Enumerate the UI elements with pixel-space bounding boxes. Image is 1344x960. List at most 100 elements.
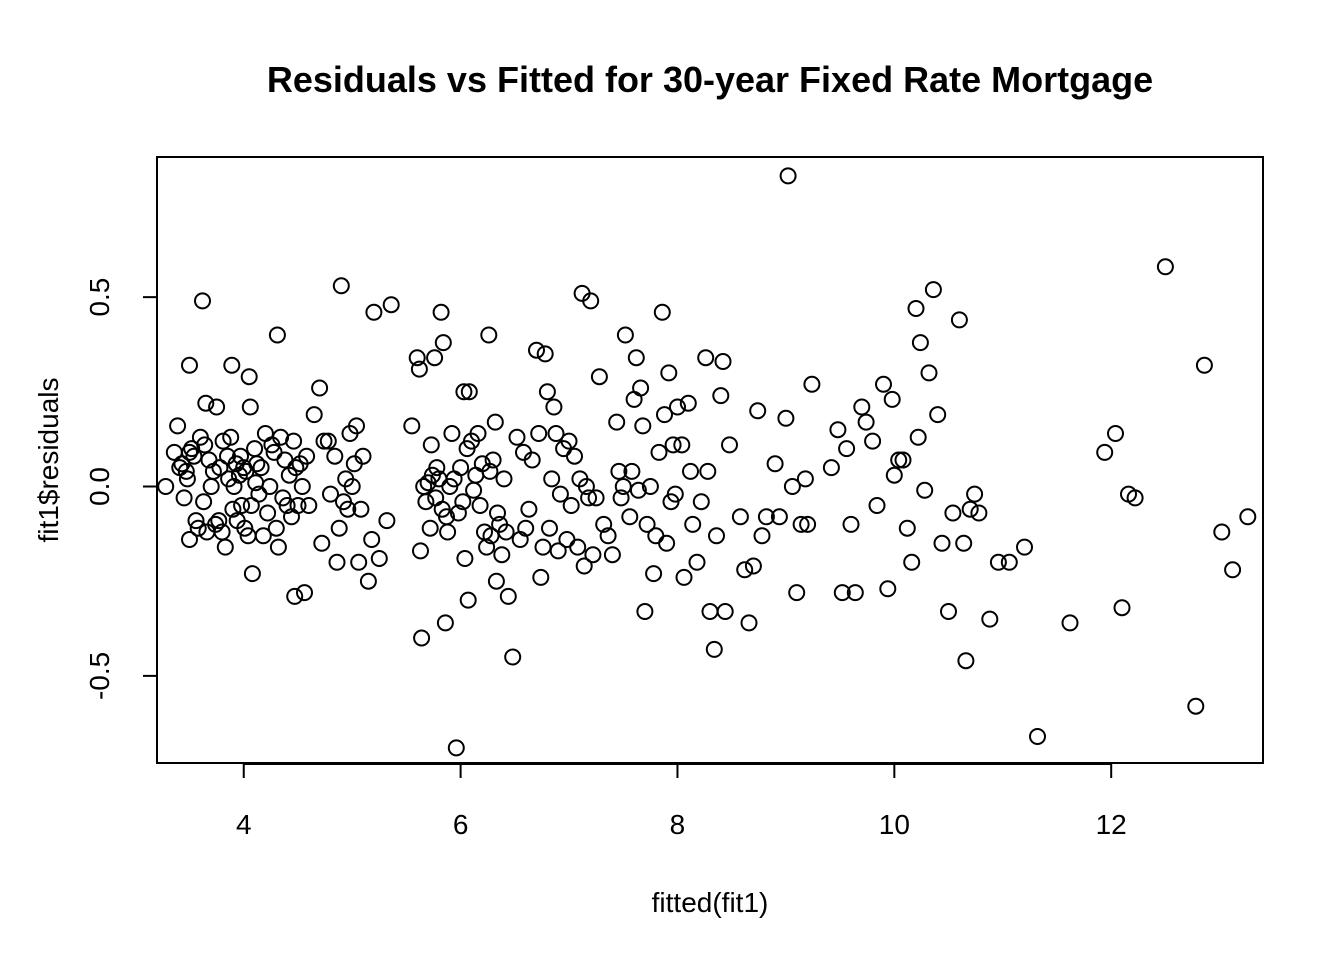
data-point [966, 485, 984, 503]
data-point [339, 500, 357, 518]
data-point [777, 409, 795, 427]
data-point [714, 353, 732, 370]
data-point [599, 527, 617, 545]
data-point [370, 550, 388, 567]
data-point [944, 504, 962, 522]
data-point [692, 493, 710, 511]
data-point [679, 394, 697, 412]
data-point [955, 534, 973, 552]
data-point [933, 534, 951, 552]
data-point [410, 360, 428, 378]
y-tick-label: -0.5 [84, 652, 115, 700]
data-point [708, 527, 725, 545]
data-point [456, 550, 474, 567]
data-point [426, 349, 444, 367]
x-axis-label: fitted(fit1) [652, 887, 769, 918]
data-point [721, 436, 738, 454]
data-point [627, 349, 645, 367]
data-point [452, 459, 470, 477]
data-point [629, 481, 647, 499]
data-point [1239, 508, 1257, 526]
data-point [181, 531, 198, 548]
data-point [658, 534, 676, 552]
data-point [560, 432, 578, 450]
data-point [770, 508, 788, 526]
data-point [705, 640, 723, 658]
data-point [197, 394, 215, 412]
data-point [233, 497, 251, 514]
x-tick-label: 8 [670, 809, 686, 840]
data-point [575, 557, 593, 575]
data-point [541, 519, 558, 537]
data-point [520, 500, 538, 518]
data-point [343, 478, 361, 495]
data-point [536, 345, 554, 363]
data-point [907, 300, 925, 317]
data-point [697, 349, 715, 367]
data-point [300, 497, 318, 514]
data-point [293, 478, 311, 495]
data-point [587, 489, 605, 507]
data-point [636, 603, 654, 620]
data-point [582, 292, 600, 310]
data-point [608, 413, 626, 431]
data-point [1096, 443, 1114, 461]
data-point [202, 478, 220, 495]
data-point [549, 542, 567, 560]
data-point [1213, 523, 1231, 541]
data-point [469, 425, 487, 442]
data-point [1113, 599, 1131, 617]
data-point [961, 500, 979, 518]
data-point [1156, 258, 1174, 276]
x-axis: 4 6 8 10 12 [236, 763, 1127, 840]
data-point [454, 493, 472, 511]
data-point [803, 375, 821, 393]
data-point [305, 406, 323, 424]
data-point [699, 462, 717, 480]
data-point [981, 610, 999, 628]
data-point [363, 531, 381, 548]
data-point [558, 531, 576, 548]
data-point [970, 504, 988, 522]
data-point [460, 383, 478, 401]
data-point [595, 515, 613, 533]
data-point [1000, 553, 1018, 571]
data-point [669, 398, 686, 416]
data-point [675, 568, 693, 586]
data-point [443, 425, 461, 442]
data-point [354, 447, 372, 465]
data-point [625, 390, 643, 408]
data-point [580, 489, 598, 507]
data-point [638, 515, 656, 533]
data-point [243, 565, 261, 583]
data-point [246, 440, 264, 458]
data-point [232, 447, 249, 465]
data-point [447, 739, 465, 757]
data-point [422, 436, 440, 454]
data-point [330, 519, 348, 537]
data-point [412, 542, 429, 560]
data-point [530, 425, 548, 442]
data-point [829, 421, 847, 439]
data-point [434, 334, 452, 352]
data-point [736, 561, 754, 579]
data-point [408, 349, 426, 367]
data-point [833, 584, 851, 602]
data-point [481, 462, 499, 480]
data-point [223, 356, 241, 374]
data-point [538, 383, 556, 401]
data-point [682, 462, 699, 480]
data-point [261, 478, 279, 495]
data-point [551, 485, 569, 503]
data-point [701, 603, 719, 620]
data-point [359, 572, 377, 590]
data-point [241, 398, 259, 416]
data-point [177, 462, 195, 480]
data-point [189, 519, 207, 537]
data-point [885, 466, 903, 484]
data-point [378, 512, 396, 530]
data-point [940, 603, 957, 620]
data-point [298, 447, 316, 465]
data-point [929, 406, 947, 424]
